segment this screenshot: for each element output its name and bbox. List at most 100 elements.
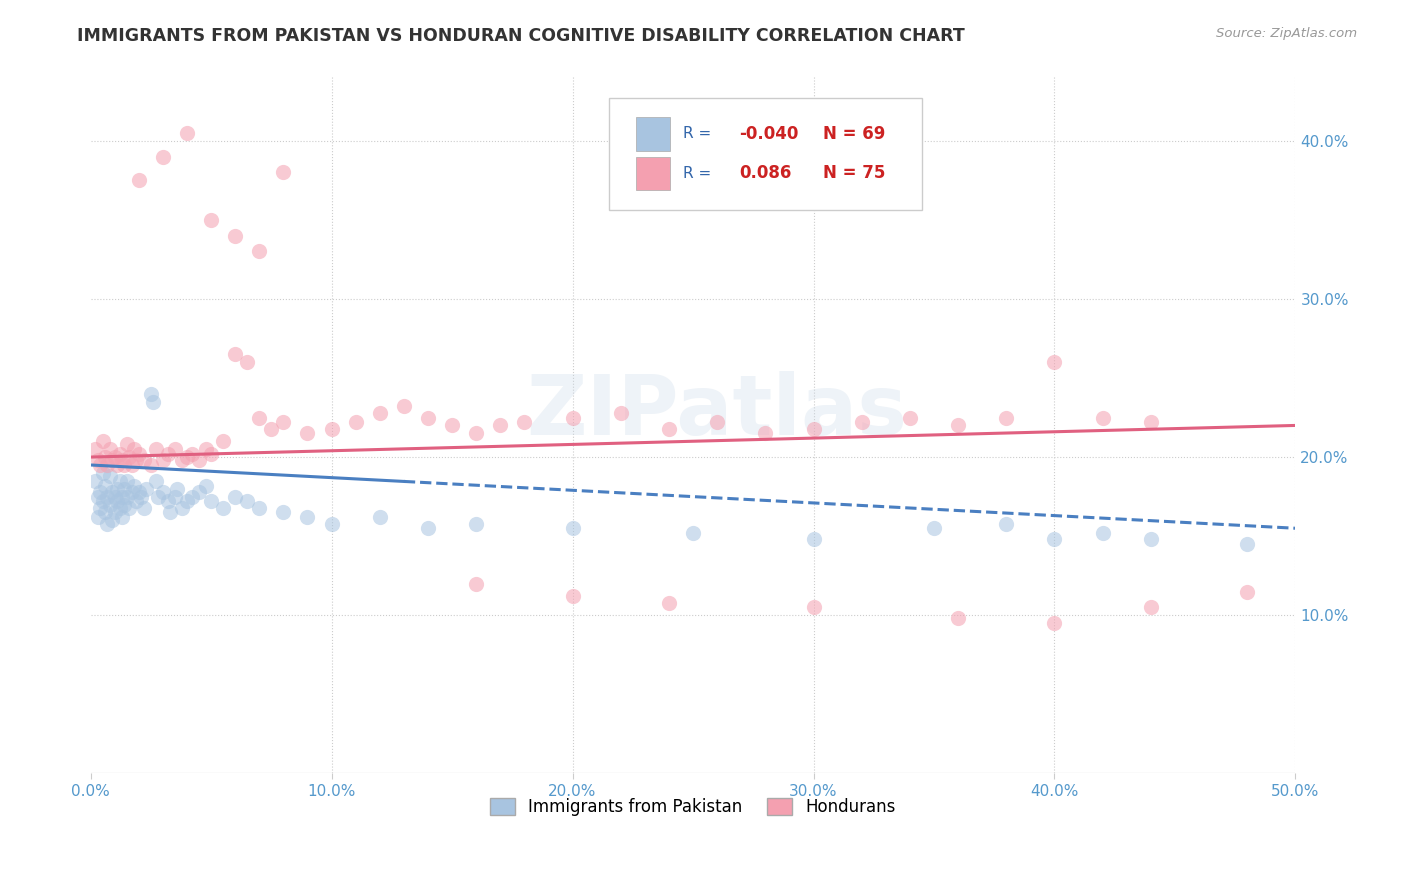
Point xyxy=(368,510,391,524)
Point xyxy=(122,442,145,457)
Point xyxy=(273,505,295,519)
Point xyxy=(995,410,1018,425)
Point xyxy=(297,426,319,441)
Point xyxy=(132,500,155,515)
Point xyxy=(98,498,121,512)
Point xyxy=(145,474,167,488)
Point xyxy=(561,410,583,425)
Point xyxy=(180,447,202,461)
Point xyxy=(112,458,135,472)
Point xyxy=(101,513,124,527)
Point xyxy=(118,450,141,464)
Point xyxy=(1236,584,1258,599)
Point xyxy=(112,498,135,512)
Point xyxy=(163,442,186,457)
Point xyxy=(98,442,121,457)
Point xyxy=(224,228,246,243)
Point xyxy=(273,165,295,179)
Point xyxy=(104,490,127,504)
Point xyxy=(682,526,704,541)
Point xyxy=(851,415,873,429)
Point xyxy=(441,418,464,433)
Point xyxy=(94,450,117,464)
Point xyxy=(260,421,283,435)
Point xyxy=(898,410,921,425)
Point xyxy=(1091,410,1114,425)
Point xyxy=(706,415,728,429)
Point xyxy=(172,453,194,467)
Point xyxy=(112,482,135,496)
Point xyxy=(84,474,107,488)
Point xyxy=(1140,533,1163,547)
Point xyxy=(489,418,512,433)
Point xyxy=(946,611,969,625)
Point xyxy=(224,347,246,361)
Point xyxy=(195,442,218,457)
Point xyxy=(135,482,157,496)
Point xyxy=(297,510,319,524)
Point xyxy=(111,490,134,504)
Point xyxy=(87,510,110,524)
Point xyxy=(122,478,145,492)
Point xyxy=(247,500,270,515)
Point xyxy=(87,490,110,504)
Point xyxy=(247,410,270,425)
Text: ZIPatlas: ZIPatlas xyxy=(527,371,908,452)
Point xyxy=(172,500,194,515)
Point xyxy=(159,505,181,519)
Point xyxy=(91,466,114,480)
Point xyxy=(561,589,583,603)
Point xyxy=(89,458,111,472)
Point xyxy=(224,490,246,504)
Point xyxy=(111,453,134,467)
Point xyxy=(128,173,150,187)
Point xyxy=(195,478,218,492)
Point xyxy=(188,453,211,467)
Point xyxy=(115,490,138,504)
Point xyxy=(561,521,583,535)
Point xyxy=(176,494,198,508)
Point xyxy=(754,426,776,441)
Point xyxy=(129,490,152,504)
Point xyxy=(128,447,150,461)
Point xyxy=(176,126,198,140)
Text: IMMIGRANTS FROM PAKISTAN VS HONDURAN COGNITIVE DISABILITY CORRELATION CHART: IMMIGRANTS FROM PAKISTAN VS HONDURAN COG… xyxy=(77,27,965,45)
Point xyxy=(1140,600,1163,615)
Point xyxy=(142,394,165,409)
Point xyxy=(146,490,169,504)
Point xyxy=(121,484,143,499)
Point xyxy=(108,474,131,488)
Point xyxy=(247,244,270,259)
Point xyxy=(465,426,488,441)
Point xyxy=(609,406,631,420)
Point xyxy=(89,484,111,499)
Point xyxy=(465,516,488,531)
Point xyxy=(152,453,174,467)
Point xyxy=(111,510,134,524)
Point xyxy=(513,415,536,429)
Point xyxy=(200,494,222,508)
Point xyxy=(368,406,391,420)
Point xyxy=(104,505,127,519)
Point xyxy=(115,437,138,451)
Text: N = 69: N = 69 xyxy=(823,125,886,143)
Text: 0.086: 0.086 xyxy=(738,164,792,183)
Point xyxy=(946,418,969,433)
Text: -0.040: -0.040 xyxy=(738,125,799,143)
Text: R =: R = xyxy=(683,166,717,181)
Point xyxy=(101,484,124,499)
Point xyxy=(321,421,343,435)
Point xyxy=(98,469,121,483)
Point xyxy=(188,484,211,499)
Point xyxy=(922,521,945,535)
Point xyxy=(96,490,118,504)
Point xyxy=(91,494,114,508)
FancyBboxPatch shape xyxy=(637,117,671,151)
Point xyxy=(180,490,202,504)
Point xyxy=(1043,533,1066,547)
Point xyxy=(152,484,174,499)
Point xyxy=(87,453,110,467)
Point xyxy=(163,490,186,504)
Point xyxy=(212,434,235,449)
Point xyxy=(344,415,367,429)
